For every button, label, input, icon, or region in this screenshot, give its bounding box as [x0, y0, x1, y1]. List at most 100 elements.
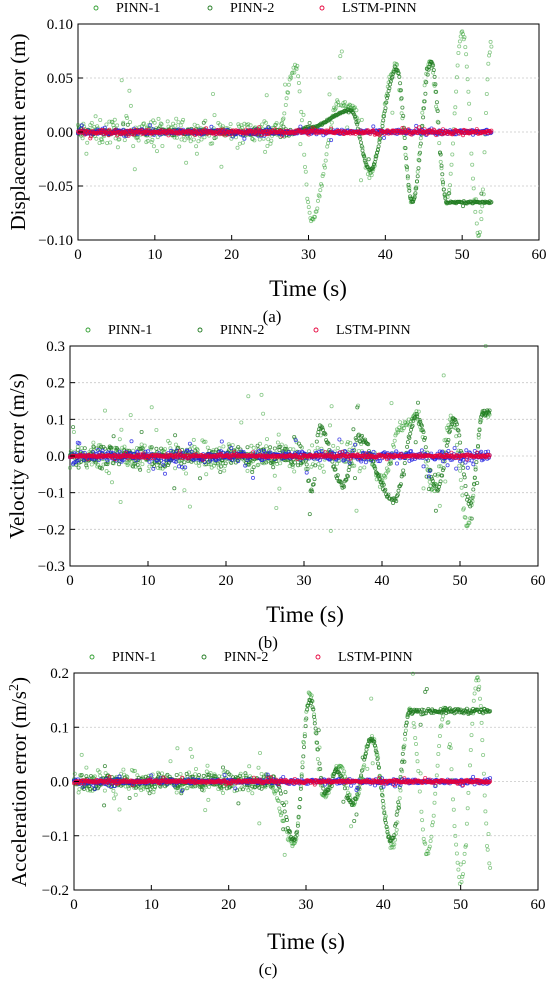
data-point	[454, 89, 459, 94]
data-point	[129, 439, 134, 444]
data-point	[458, 34, 463, 39]
data-point	[437, 734, 442, 739]
data-point	[284, 446, 289, 451]
data-point	[68, 465, 73, 470]
data-point	[388, 454, 393, 459]
data-point	[289, 459, 294, 464]
data-point	[126, 786, 131, 791]
panel-b: −0.3−0.2−0.10.00.10.20.3 0 10 20 30 40 50 60 P…	[5, 323, 546, 652]
data-point	[485, 77, 490, 82]
data-point	[432, 74, 437, 79]
data-point	[371, 459, 376, 464]
data-point	[479, 217, 484, 222]
data-point	[88, 788, 93, 793]
data-point	[381, 129, 386, 134]
data-point	[349, 824, 354, 829]
data-point	[257, 448, 262, 453]
data-point	[240, 140, 245, 145]
data-point	[292, 469, 297, 474]
data-point	[298, 784, 303, 789]
data-point	[360, 148, 365, 153]
data-point	[431, 127, 436, 132]
data-point	[250, 469, 255, 474]
data-point	[103, 408, 108, 413]
data-point	[99, 444, 104, 449]
y-tick-label: −0.2	[38, 522, 65, 538]
data-point	[435, 488, 440, 493]
data-point	[194, 151, 199, 156]
data-point	[361, 151, 366, 156]
data-point	[353, 116, 358, 121]
data-point	[275, 440, 280, 445]
data-point	[425, 72, 430, 77]
data-point	[440, 172, 445, 177]
data-point	[450, 152, 455, 157]
data-point	[327, 423, 332, 428]
y-tick-label: 0.3	[46, 339, 65, 355]
data-point	[478, 209, 483, 214]
data-point	[432, 800, 437, 805]
data-point	[448, 746, 453, 751]
data-point	[401, 468, 406, 473]
data-point	[441, 466, 446, 471]
data-point	[272, 446, 277, 451]
data-point	[112, 117, 117, 122]
data-point	[89, 121, 94, 126]
data-point	[319, 448, 324, 453]
y-tick-label: −0.10	[38, 233, 73, 249]
data-point	[460, 204, 465, 209]
data-point	[438, 464, 443, 469]
data-point	[312, 127, 317, 132]
data-point	[386, 492, 391, 497]
data-point	[447, 742, 452, 747]
data-point	[281, 116, 286, 121]
data-point	[264, 444, 269, 449]
data-point	[292, 460, 297, 465]
data-point	[394, 461, 399, 466]
data-point	[454, 420, 459, 425]
data-point	[300, 760, 305, 765]
legend-marker	[313, 327, 319, 333]
data-point	[210, 141, 215, 146]
data-point	[151, 466, 156, 471]
data-point	[481, 771, 486, 776]
data-point	[417, 150, 422, 155]
data-point	[328, 528, 333, 533]
data-point	[402, 135, 407, 140]
data-point	[173, 123, 178, 128]
data-point	[302, 164, 307, 169]
data-point	[155, 135, 160, 140]
data-point	[445, 440, 450, 445]
data-point	[463, 483, 468, 488]
data-point	[134, 458, 139, 463]
data-point	[329, 120, 334, 125]
data-point	[474, 127, 479, 132]
data-point	[377, 459, 382, 464]
data-point	[440, 714, 445, 719]
legend-marker	[85, 327, 91, 333]
data-point	[413, 191, 418, 196]
data-point	[389, 401, 394, 406]
data-point	[396, 488, 401, 493]
data-point	[358, 178, 363, 183]
data-point	[468, 748, 473, 753]
data-point	[388, 459, 393, 464]
data-point	[142, 125, 147, 130]
data-point	[420, 818, 425, 823]
legend-label: PINN-1	[116, 1, 160, 16]
data-point	[420, 827, 425, 832]
data-point	[426, 851, 431, 856]
data-point	[239, 420, 244, 425]
data-point	[411, 721, 416, 726]
data-point	[99, 137, 104, 142]
data-point	[440, 177, 445, 182]
data-point	[317, 194, 322, 199]
data-point	[417, 789, 422, 794]
data-point	[431, 482, 436, 487]
data-point	[358, 140, 363, 145]
data-point	[176, 120, 181, 125]
data-point	[310, 443, 315, 448]
data-point	[307, 121, 312, 126]
data-point	[219, 439, 224, 444]
data-point	[359, 433, 364, 438]
